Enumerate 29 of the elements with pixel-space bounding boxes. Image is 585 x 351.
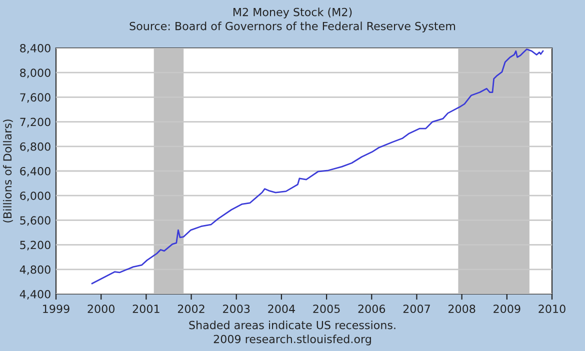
y-tick-label: 6,400 [20, 166, 50, 177]
x-tick-label: 2000 [88, 304, 114, 314]
y-axis-title: (Billions of Dollars) [3, 120, 13, 222]
x-tick-label: 1999 [43, 304, 70, 314]
chart-subtitle: Source: Board of Governors of the Federal Reserve System [130, 22, 456, 32]
text: Shaded areas indicate US recessions. [189, 320, 396, 330]
x-tick-label: 2002 [178, 304, 204, 314]
x-tick-label: 2008 [448, 304, 476, 314]
y-tick-label: 5,200 [20, 240, 50, 250]
line-series [91, 48, 544, 284]
y-tick-label: 4,800 [20, 265, 50, 275]
x-tick-label: 2010 [538, 304, 566, 314]
x-tick-label: 2004 [268, 304, 295, 314]
x-tick-label: 2006 [358, 304, 386, 314]
x-tick-label: 2007 [403, 304, 430, 314]
y-tick-label: 5,600 [20, 216, 50, 226]
y-tick-label: 7,200 [20, 118, 50, 128]
y-tick-label: 4,400 [20, 290, 50, 300]
x-tick-label: 2003 [223, 304, 250, 314]
y-tick-label: 7,600 [20, 93, 50, 103]
y-tick-label: 6,000 [20, 192, 50, 202]
text: 2009 research.stlouisfed.org [214, 334, 371, 346]
y-tick-label: 8,400 [20, 44, 50, 54]
x-tick-label: 2009 [494, 304, 520, 314]
chart-title: M2 Money Stock (M2) [234, 8, 352, 18]
x-tick-label: 2005 [313, 304, 340, 314]
x-tick-label: 2001 [132, 304, 160, 314]
y-tick-label: 8,000 [20, 68, 50, 78]
y-tick-label: 6,800 [20, 142, 50, 152]
